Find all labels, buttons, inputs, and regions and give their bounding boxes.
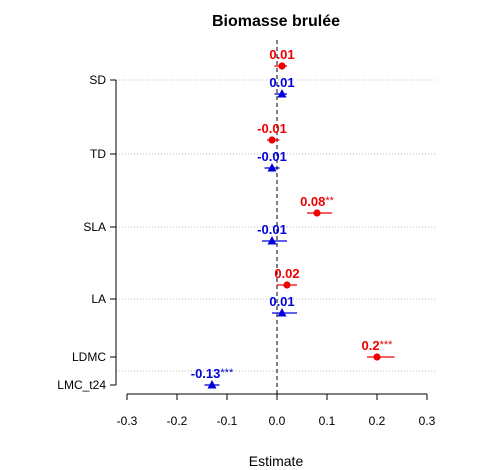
x-tick-label: 0.1 [319,414,336,428]
y-tick-label: LMC_t24 [57,378,106,392]
estimate-point [268,136,276,144]
x-tick-label: -0.3 [117,414,138,428]
x-tick-label: 0.0 [269,414,286,428]
significance-stars: *** [220,367,234,379]
estimate-point [313,209,321,217]
value-label: 0.02 [274,266,299,281]
estimate-point [207,380,217,389]
significance-stars: ** [325,195,334,207]
y-tick-label: LA [91,292,106,306]
value-label: -0.01 [257,121,287,136]
estimate-point [283,281,291,289]
y-tick-label: SD [89,73,106,87]
y-tick-label: LDMC [72,350,106,364]
significance-stars: *** [380,339,394,351]
value-label: 0.01 [269,47,294,62]
estimate-point [373,353,381,361]
estimate-point [267,236,277,245]
estimate-point [278,62,286,70]
value-label: 0.01 [269,294,294,309]
estimate-point [277,89,287,98]
y-tick-label: SLA [83,220,106,234]
value-label: -0.13*** [191,366,234,381]
x-tick-label: -0.1 [217,414,238,428]
grid-layer [116,79,436,372]
x-tick-label: -0.2 [167,414,188,428]
x-axis-label: Estimate [249,453,304,469]
y-tick-label: TD [90,147,106,161]
estimate-point [267,163,277,172]
value-label: 0.01 [269,75,294,90]
value-label: -0.01 [257,222,287,237]
marks-layer: 0.01 -0.01 0.08** 0.02 0.2*** 0.01 -0.01 -0.01 0… [191,47,395,389]
axes-layer: SD TD SLA LA LDMC LMC_t24 -0.3 -0.2 -0.1 0.0 0.1 0.… [57,40,436,428]
x-tick-label: 0.2 [369,414,386,428]
x-tick-label: 0.3 [419,414,436,428]
value-label: 0.2*** [362,338,394,353]
chart-title: Biomasse brulée [212,13,340,30]
value-label: -0.01 [257,149,287,164]
estimate-point [277,308,287,317]
value-label: 0.08** [300,194,335,209]
